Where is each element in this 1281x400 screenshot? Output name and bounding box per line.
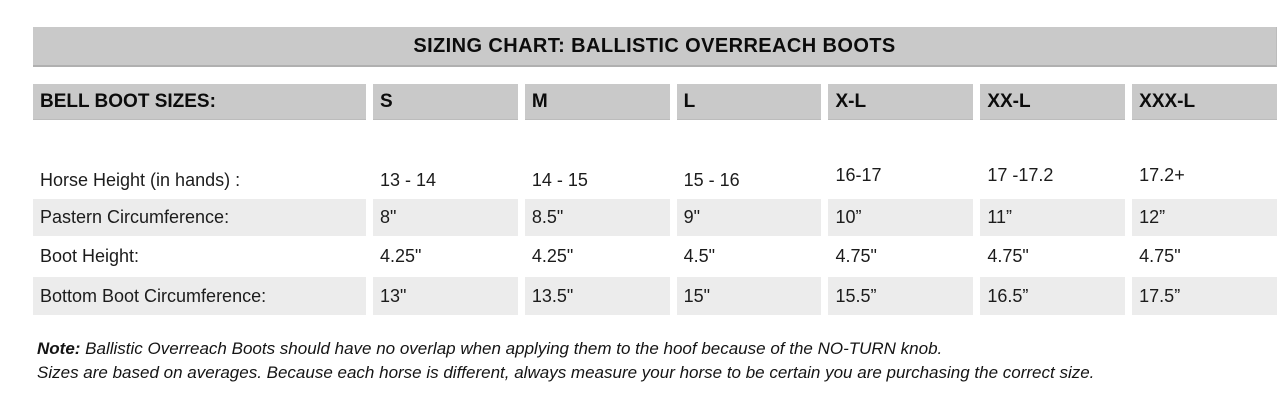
cell-value: 4.5" <box>683 246 716 266</box>
header-size-xl: X-L <box>828 84 974 120</box>
table-row-pastern-circumference: Pastern Circumference: 8" 8.5" 9" 10” 11… <box>33 199 1277 236</box>
cell-value: 14 - 15 <box>531 170 588 190</box>
cell-value: 4.25" <box>380 246 422 266</box>
row-label: Boot Height: <box>40 246 140 266</box>
cell-value: 15" <box>676 277 822 315</box>
chart-title-bar: SIZING CHART: BALLISTIC OVERREACH BOOTS <box>33 27 1277 67</box>
row-label: Pastern Circumference: <box>33 199 366 236</box>
cell-value: 12” <box>1132 199 1277 236</box>
cell-value: 17.5” <box>1132 277 1277 315</box>
header-size-m: M <box>524 84 670 120</box>
cell-value: 16-17 <box>835 165 882 185</box>
table-row-bottom-boot-circumference: Bottom Boot Circumference: 13" 13.5" 15"… <box>33 277 1277 315</box>
cell-value: 4.75" <box>835 246 877 266</box>
cell-value: 4.25" <box>531 246 574 266</box>
header-size-xxl: XX-L <box>980 84 1126 120</box>
header-size-xxxl: XXX-L <box>1132 84 1277 120</box>
cell-value: 11” <box>980 199 1126 236</box>
footnote: Note: Ballistic Overreach Boots should h… <box>37 337 1262 385</box>
footnote-note-label: Note: <box>37 339 81 358</box>
table-row-horse-height: Horse Height (in hands) : 13 - 14 14 - 1… <box>33 162 1277 199</box>
cell-value: 13" <box>373 277 518 315</box>
header-size-s: S <box>373 84 518 120</box>
cell-value: 8" <box>373 199 518 236</box>
row-label: Horse Height (in hands) : <box>40 170 241 190</box>
header-size-l: L <box>676 84 822 120</box>
cell-value: 15 - 16 <box>683 170 740 190</box>
footnote-line-1-text: Ballistic Overreach Boots should have no… <box>80 339 943 358</box>
table-row-boot-height: Boot Height: 4.25" 4.25" 4.5" 4.75" 4.75… <box>33 238 1277 275</box>
row-label: Bottom Boot Circumference: <box>33 277 366 315</box>
cell-value: 8.5" <box>524 199 670 236</box>
cell-value: 10” <box>828 199 974 236</box>
footnote-line-1: Note: Ballistic Overreach Boots should h… <box>37 337 1262 361</box>
cell-value: 17.2+ <box>1139 165 1185 185</box>
footnote-line-2: Sizes are based on averages. Because eac… <box>37 363 1095 382</box>
cell-value: 4.75" <box>987 246 1029 266</box>
cell-value: 13.5" <box>524 277 670 315</box>
cell-value: 17 -17.2 <box>987 165 1054 185</box>
cell-value: 9" <box>676 199 822 236</box>
cell-value: 16.5” <box>980 277 1126 315</box>
chart-title: SIZING CHART: BALLISTIC OVERREACH BOOTS <box>413 34 896 57</box>
cell-value: 15.5” <box>828 277 974 315</box>
cell-value: 13 - 14 <box>380 170 437 190</box>
cell-value: 4.75" <box>1139 246 1181 266</box>
header-bell-boot-sizes: BELL BOOT SIZES: <box>33 84 366 120</box>
size-header-row: BELL BOOT SIZES: S M L X-L XX-L XXX-L <box>33 84 1277 120</box>
